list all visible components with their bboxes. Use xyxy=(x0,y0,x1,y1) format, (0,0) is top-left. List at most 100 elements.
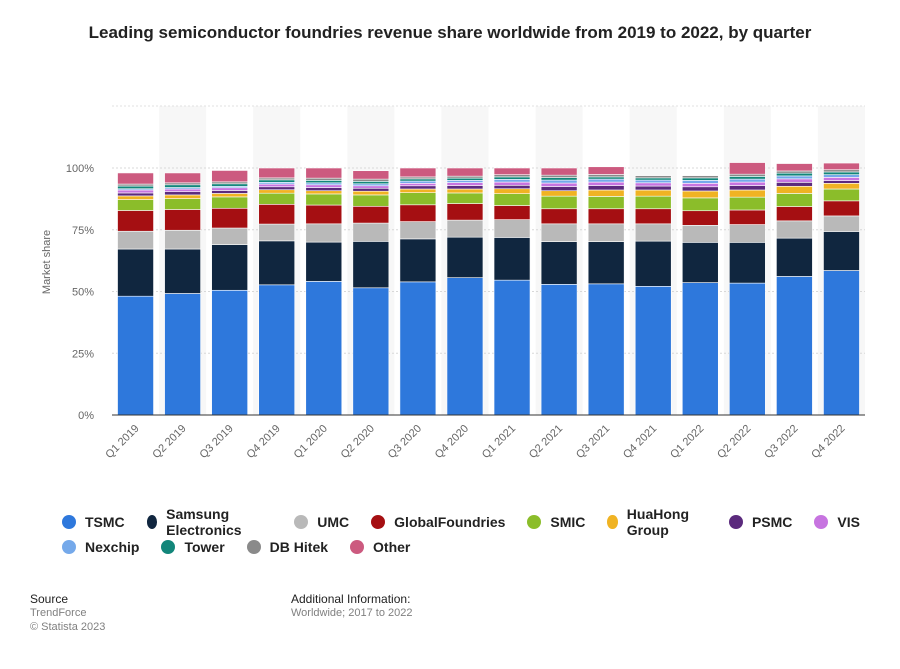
bar-segment-smic[interactable] xyxy=(681,197,719,212)
bar-segment-other[interactable] xyxy=(729,162,766,175)
bar-segment-vis[interactable] xyxy=(540,182,578,187)
bar-segment-smic[interactable] xyxy=(258,192,296,205)
bar-segment-huahong-group[interactable] xyxy=(164,194,201,199)
legend-item-huahong-group[interactable]: HuaHong Group xyxy=(607,506,707,538)
bar-segment-huahong-group[interactable] xyxy=(681,190,719,199)
bar-segment-psmc[interactable] xyxy=(399,185,437,190)
bar-segment-umc[interactable] xyxy=(729,224,766,243)
bar-segment-psmc[interactable] xyxy=(446,185,484,190)
bar-segment-other[interactable] xyxy=(117,172,154,185)
bar-segment-psmc[interactable] xyxy=(305,187,343,192)
bar-segment-tower[interactable] xyxy=(681,177,719,181)
bar-segment-db-hitek[interactable] xyxy=(540,174,578,178)
bar-segment-psmc[interactable] xyxy=(117,192,154,197)
bar-segment-umc[interactable] xyxy=(305,223,343,243)
bar-segment-smic[interactable] xyxy=(446,192,484,204)
legend-item-smic[interactable]: SMIC xyxy=(527,514,585,530)
bar-segment-samsung-electronics[interactable] xyxy=(305,241,343,282)
bar-segment-psmc[interactable] xyxy=(164,191,201,196)
bar-segment-nexchip[interactable] xyxy=(776,175,813,180)
bar-segment-samsung-electronics[interactable] xyxy=(681,242,719,283)
legend-item-other[interactable]: Other xyxy=(350,539,410,555)
bar-segment-tower[interactable] xyxy=(117,185,154,190)
bar-segment-psmc[interactable] xyxy=(540,186,578,192)
bar-segment-smic[interactable] xyxy=(211,196,248,209)
bar-segment-tower[interactable] xyxy=(634,177,672,181)
bar-segment-other[interactable] xyxy=(540,167,578,176)
bar-segment-other[interactable] xyxy=(352,170,390,180)
bar-segment-samsung-electronics[interactable] xyxy=(493,237,531,281)
bar-segment-globalfoundries[interactable] xyxy=(305,204,343,225)
bar-segment-psmc[interactable] xyxy=(493,184,531,190)
bar-segment-vis[interactable] xyxy=(117,189,154,194)
bar-segment-vis[interactable] xyxy=(493,181,531,186)
legend-item-nexchip[interactable]: Nexchip xyxy=(62,539,139,555)
bar-segment-umc[interactable] xyxy=(776,220,813,239)
bar-segment-globalfoundries[interactable] xyxy=(587,208,625,225)
bar-segment-umc[interactable] xyxy=(681,225,719,243)
bar-segment-nexchip[interactable] xyxy=(729,178,766,183)
bar-segment-tsmc[interactable] xyxy=(823,270,860,416)
bar-segment-smic[interactable] xyxy=(776,193,813,207)
bar-segment-other[interactable] xyxy=(305,167,343,179)
bar-segment-tsmc[interactable] xyxy=(493,279,531,416)
bar-segment-tsmc[interactable] xyxy=(681,282,719,416)
bar-segment-huahong-group[interactable] xyxy=(211,193,248,198)
bar-segment-huahong-group[interactable] xyxy=(258,189,296,194)
bar-segment-tsmc[interactable] xyxy=(540,284,578,416)
bar-segment-nexchip[interactable] xyxy=(634,179,672,184)
bar-segment-huahong-group[interactable] xyxy=(117,195,154,200)
bar-segment-tower[interactable] xyxy=(776,172,813,177)
bar-segment-tsmc[interactable] xyxy=(164,293,201,416)
bar-segment-smic[interactable] xyxy=(823,188,860,202)
bar-segment-umc[interactable] xyxy=(352,222,390,242)
bar-segment-globalfoundries[interactable] xyxy=(117,210,154,232)
bar-segment-umc[interactable] xyxy=(587,223,625,242)
bar-segment-tower[interactable] xyxy=(211,183,248,187)
bar-segment-huahong-group[interactable] xyxy=(540,190,578,197)
bar-segment-tower[interactable] xyxy=(493,176,531,180)
bar-segment-other[interactable] xyxy=(823,162,860,171)
legend-item-db-hitek[interactable]: DB Hitek xyxy=(246,539,328,555)
bar-segment-tower[interactable] xyxy=(305,180,343,184)
bar-segment-psmc[interactable] xyxy=(823,180,860,184)
bar-segment-umc[interactable] xyxy=(399,221,437,240)
bar-segment-tower[interactable] xyxy=(823,171,860,175)
bar-segment-smic[interactable] xyxy=(399,192,437,206)
bar-segment-umc[interactable] xyxy=(211,227,248,245)
bar-segment-huahong-group[interactable] xyxy=(776,185,813,194)
bar-segment-vis[interactable] xyxy=(399,183,437,187)
bar-segment-huahong-group[interactable] xyxy=(587,189,625,197)
bar-segment-db-hitek[interactable] xyxy=(823,169,860,173)
bar-segment-psmc[interactable] xyxy=(352,187,390,192)
legend-item-samsung-electronics[interactable]: Samsung Electronics xyxy=(146,506,273,538)
bar-segment-db-hitek[interactable] xyxy=(587,174,625,178)
bar-segment-huahong-group[interactable] xyxy=(399,188,437,193)
bar-segment-tower[interactable] xyxy=(446,177,484,181)
bar-segment-psmc[interactable] xyxy=(776,182,813,187)
bar-segment-umc[interactable] xyxy=(258,223,296,242)
bar-segment-db-hitek[interactable] xyxy=(352,178,390,182)
bar-segment-vis[interactable] xyxy=(634,182,672,187)
bar-segment-huahong-group[interactable] xyxy=(305,190,343,195)
bar-segment-vis[interactable] xyxy=(823,177,860,181)
bar-segment-smic[interactable] xyxy=(634,195,672,210)
bar-segment-umc[interactable] xyxy=(823,215,860,232)
bar-segment-db-hitek[interactable] xyxy=(681,175,719,179)
bar-segment-globalfoundries[interactable] xyxy=(493,205,531,220)
bar-segment-tower[interactable] xyxy=(399,178,437,182)
bar-segment-tower[interactable] xyxy=(258,179,296,183)
bar-segment-db-hitek[interactable] xyxy=(305,177,343,181)
bar-segment-tower[interactable] xyxy=(729,176,766,180)
legend-item-vis[interactable]: VIS xyxy=(814,514,860,530)
bar-segment-tsmc[interactable] xyxy=(587,283,625,416)
bar-segment-nexchip[interactable] xyxy=(493,179,531,183)
bar-segment-tsmc[interactable] xyxy=(352,287,390,416)
bar-segment-samsung-electronics[interactable] xyxy=(540,241,578,285)
bar-segment-psmc[interactable] xyxy=(211,190,248,194)
bar-segment-tsmc[interactable] xyxy=(446,277,484,416)
bar-segment-vis[interactable] xyxy=(258,183,296,188)
bar-segment-vis[interactable] xyxy=(305,184,343,188)
bar-segment-other[interactable] xyxy=(587,166,625,175)
bar-segment-nexchip[interactable] xyxy=(540,179,578,184)
